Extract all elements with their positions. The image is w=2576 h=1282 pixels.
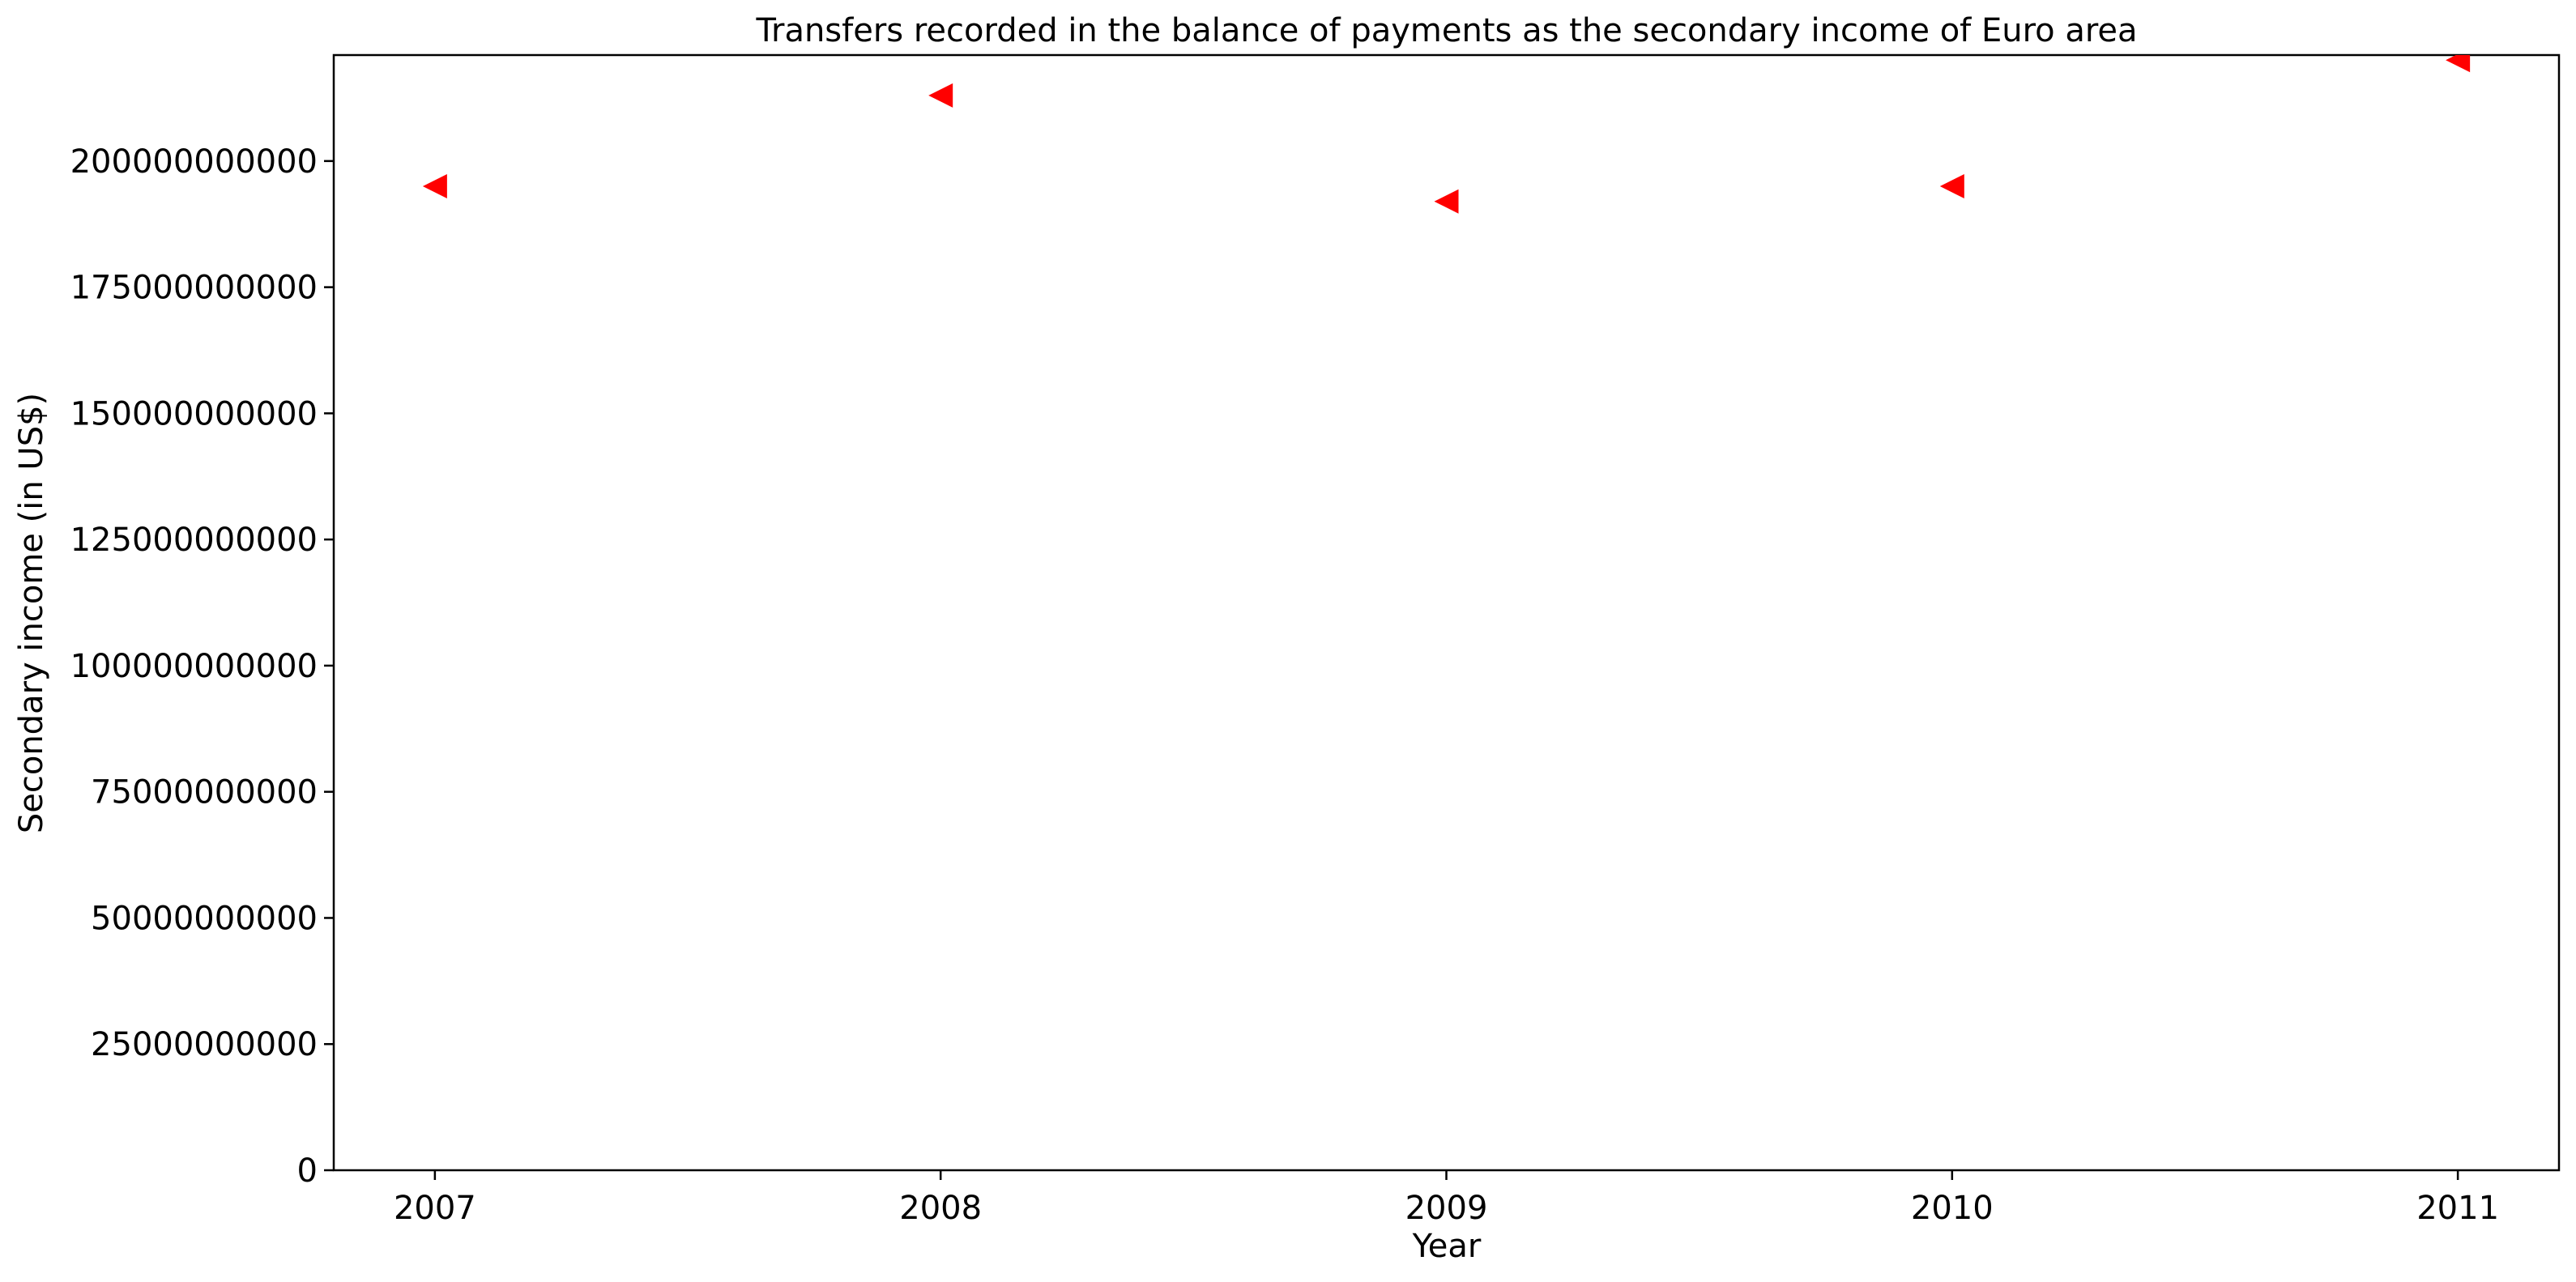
data-point-marker (1434, 189, 1459, 214)
x-axis-label: Year (1412, 1228, 1482, 1265)
y-tick-label: 125000000000 (70, 522, 318, 559)
x-tick-label: 2007 (394, 1190, 476, 1227)
data-series (422, 55, 2471, 214)
data-point-marker (1939, 174, 1964, 198)
data-point-marker (2446, 55, 2471, 73)
y-axis: 0 25000000000 50000000000 75000000000 100000… (70, 143, 334, 1190)
x-tick-label: 2008 (899, 1190, 982, 1227)
y-tick-label: 100000000000 (70, 648, 318, 685)
data-point-marker (422, 174, 447, 198)
x-tick-label: 2011 (2416, 1190, 2499, 1227)
y-tick-label: 50000000000 (91, 900, 318, 937)
y-axis-label: Secondary income (in US$) (13, 393, 50, 833)
y-tick-label: 75000000000 (91, 774, 318, 811)
y-tick-label: 150000000000 (70, 395, 318, 432)
data-point-marker (928, 83, 953, 108)
x-tick-label: 2009 (1405, 1190, 1488, 1227)
plot-area-frame (332, 53, 2561, 1172)
x-tick-label: 2010 (1911, 1190, 1994, 1227)
y-tick-label: 0 (297, 1152, 318, 1190)
chart-title: Transfers recorded in the balance of pay… (755, 12, 2137, 49)
y-tick-label: 200000000000 (70, 143, 318, 181)
y-tick-label: 25000000000 (91, 1026, 318, 1063)
y-tick-label: 175000000000 (70, 270, 318, 307)
x-axis: 2007 2008 2009 2010 2011 (394, 1170, 2499, 1227)
